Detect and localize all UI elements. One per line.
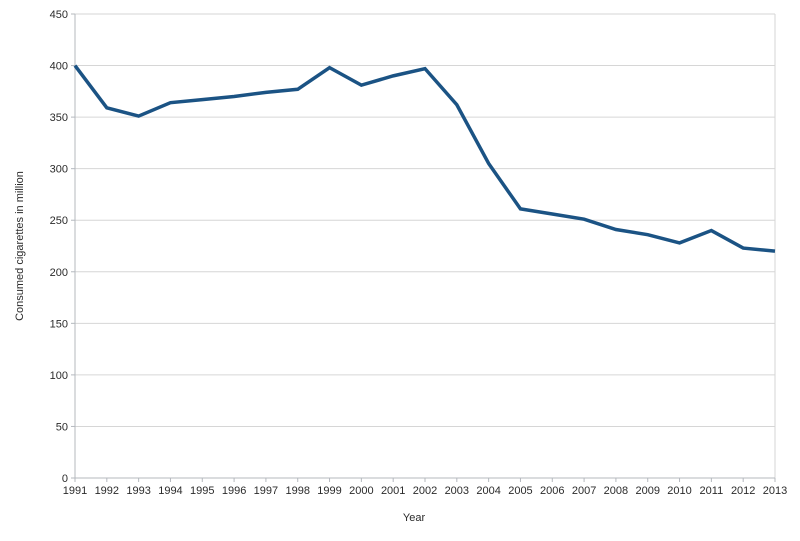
- x-tick-label: 2000: [349, 485, 373, 497]
- y-axis-title: Consumed cigarettes in million: [14, 171, 26, 321]
- x-tick-label: 2002: [413, 485, 437, 497]
- x-tick-label: 2007: [572, 485, 596, 497]
- x-tick-label: 1998: [285, 485, 309, 497]
- y-tick-label: 100: [50, 370, 68, 382]
- y-tick-label: 400: [50, 61, 68, 73]
- y-tick-label: 450: [50, 9, 68, 21]
- y-tick-label: 250: [50, 215, 68, 227]
- x-tick-label: 1996: [222, 485, 246, 497]
- x-tick-label: 2011: [700, 485, 724, 497]
- x-tick-label: 2013: [763, 485, 787, 497]
- y-tick-label: 350: [50, 112, 68, 124]
- x-tick-label: 2008: [604, 485, 628, 497]
- x-axis-title: Year: [402, 512, 426, 524]
- x-tick-label: 1995: [190, 485, 214, 497]
- x-tick-label: 2003: [445, 485, 469, 497]
- y-tick-label: 0: [62, 473, 68, 485]
- x-tick-label: 2004: [476, 485, 500, 497]
- x-tick-label: 1993: [126, 485, 150, 497]
- y-tick-label: 50: [56, 421, 68, 433]
- y-tick-label: 150: [50, 318, 68, 330]
- x-tick-label: 2006: [540, 485, 564, 497]
- x-tick-label: 2005: [508, 485, 532, 497]
- x-tick-label: 2012: [731, 485, 755, 497]
- x-tick-label: 1991: [63, 485, 87, 497]
- x-tick-label: 2010: [667, 485, 691, 497]
- y-tick-label: 200: [50, 267, 68, 279]
- y-tick-label: 300: [50, 164, 68, 176]
- x-tick-label: 1997: [254, 485, 278, 497]
- x-tick-label: 1992: [95, 485, 119, 497]
- x-tick-label: 1999: [317, 485, 341, 497]
- data-line-series: [73, 64, 776, 253]
- x-tick-label: 1994: [158, 485, 182, 497]
- x-tick-label: 2001: [381, 485, 405, 497]
- x-tick-label: 2009: [635, 485, 659, 497]
